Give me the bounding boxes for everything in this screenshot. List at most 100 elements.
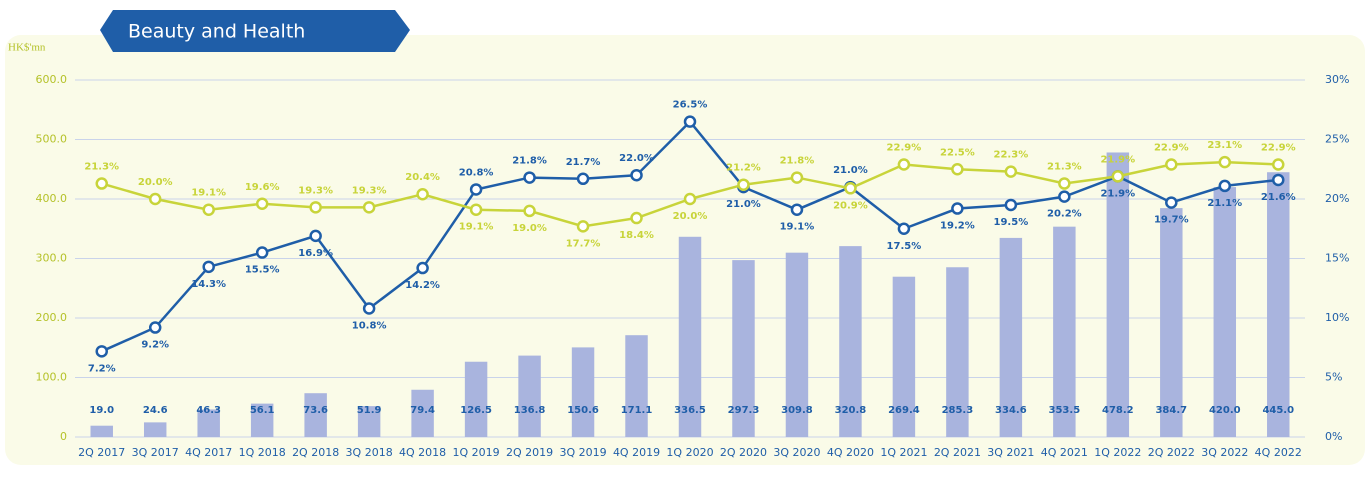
bar [1267,172,1290,437]
line-value-label: 19.3% [298,185,333,196]
line-marker [1058,190,1071,203]
line-marker [1058,177,1071,190]
x-tick-label: 3Q 2017 [132,446,179,459]
line-value-label: 21.0% [833,165,868,176]
line-value-label: 19.7% [1154,215,1189,226]
x-tick-label: 3Q 2018 [346,446,393,459]
line-value-label: 16.9% [298,248,333,259]
bar-value-label: 19.0 [89,405,114,416]
line-marker [523,171,536,184]
line-marker [469,203,483,216]
x-tick-label: 2Q 2019 [506,446,553,459]
line-marker [1218,155,1232,169]
line-value-label: 21.7% [566,157,601,168]
line-value-label: 20.9% [833,200,868,211]
line-value-label: 20.0% [138,177,173,188]
line-marker [630,168,643,182]
line-marker [362,201,376,214]
line-marker [951,202,964,215]
bar-value-label: 420.0 [1209,405,1241,416]
line-marker [790,171,804,184]
x-tick-label: 1Q 2022 [1094,446,1141,459]
line-value-label: 20.0% [673,211,708,222]
line-value-label: 19.1% [780,222,815,233]
line-value-label: 17.7% [566,238,601,249]
line-value-label: 14.3% [191,279,226,290]
line-value-label: 17.5% [887,241,922,252]
bar-value-label: 136.8 [514,405,546,416]
x-tick-label: 4Q 2017 [185,446,232,459]
bar-value-label: 126.5 [460,405,492,416]
line-value-label: 21.8% [512,156,547,167]
y-tick-label: 500.0 [36,133,68,146]
y-axis-unit: HK$'mn [8,42,46,54]
bar-value-label: 269.4 [888,405,920,416]
y-tick-label: 400.0 [36,192,68,205]
bar [357,406,381,437]
line-value-label: 19.6% [245,182,280,193]
x-tick-label: 1Q 2019 [453,446,500,459]
line-value-label: 20.2% [1047,209,1082,220]
line-marker [255,246,269,259]
line-marker [95,345,108,358]
line-value-label: 19.1% [459,222,494,233]
bar-value-label: 51.9 [357,405,382,416]
line-value-label: 9.2% [141,340,169,351]
line-value-label: 19.0% [512,223,547,234]
line-marker [1272,158,1285,171]
line-marker [683,192,697,206]
bar [678,236,702,437]
line-value-label: 19.2% [940,221,975,232]
line-marker [309,229,322,243]
x-tick-label: 1Q 2021 [880,446,927,459]
bar-value-label: 24.6 [143,405,168,416]
x-tick-label: 1Q 2018 [239,446,286,459]
line-value-label: 22.9% [1261,142,1296,153]
line-value-label: 21.9% [1100,154,1135,165]
line-marker [148,321,162,334]
bar-value-label: 285.3 [942,405,974,416]
y-tick-label: 200.0 [36,311,68,324]
y2-tick-label: 15% [1325,252,1349,265]
bar [1053,226,1076,437]
line-value-label: 21.0% [726,199,761,210]
x-tick-label: 2Q 2022 [1148,446,1195,459]
x-tick-label: 4Q 2021 [1041,446,1088,459]
line-marker [951,163,964,176]
bar [250,403,274,437]
y-tick-label: 100.0 [36,371,68,384]
bar [946,267,969,437]
line-value-label: 7.2% [88,363,116,374]
line-marker [255,197,269,211]
y-tick-label: 600.0 [36,73,68,86]
title-banner [100,10,410,52]
x-tick-label: 2Q 2017 [78,446,125,459]
line-marker [1165,196,1178,209]
x-tick-label: 4Q 2019 [613,446,660,459]
line-marker [95,177,108,190]
line-marker [416,261,429,275]
line-value-label: 14.2% [405,280,440,291]
line-value-label: 22.9% [887,142,922,153]
line-value-label: 20.8% [459,167,494,178]
line-marker [202,260,215,274]
bar [839,246,862,437]
bar [785,252,809,437]
line-marker [844,182,857,195]
line-marker [469,183,483,196]
y2-tick-label: 20% [1325,192,1349,205]
bar-value-label: 171.1 [621,405,653,416]
line-marker [148,192,162,206]
bar [143,422,167,437]
line-value-label: 10.8% [352,320,387,331]
bar [304,393,327,437]
line-value-label: 26.5% [673,100,708,111]
x-tick-label: 3Q 2020 [773,446,820,459]
bar-value-label: 478.2 [1102,405,1134,416]
line-marker [1272,173,1285,187]
line-marker [523,204,536,218]
line-marker [576,220,590,233]
line-value-label: 21.1% [1207,198,1242,209]
bar-value-label: 73.6 [303,405,328,416]
bar [999,237,1023,437]
